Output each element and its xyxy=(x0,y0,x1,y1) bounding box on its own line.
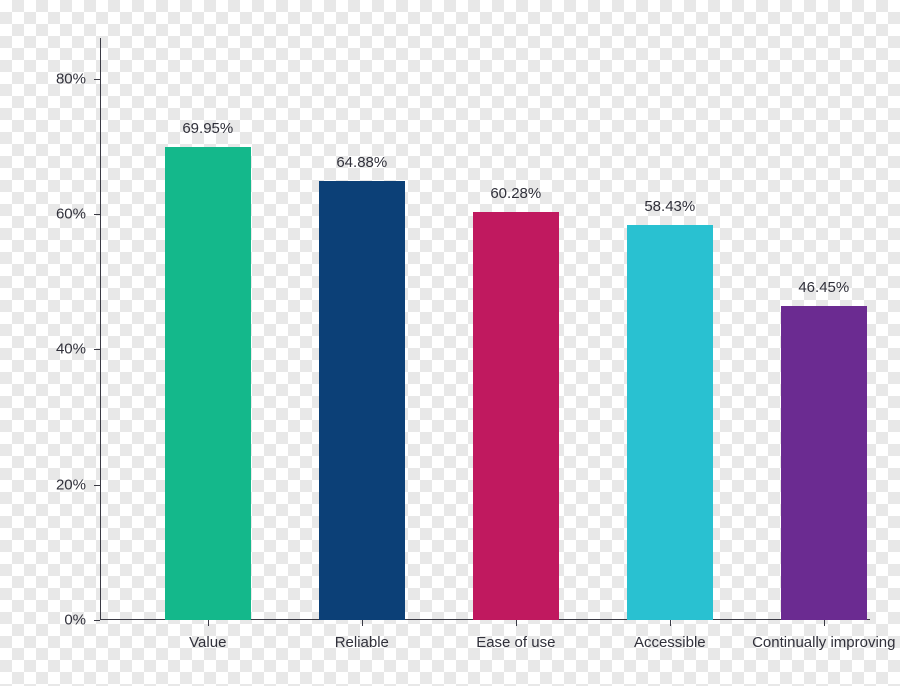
bar-value-label: 58.43% xyxy=(644,198,695,215)
x-tick-mark xyxy=(516,620,517,626)
bar-value-label: 60.28% xyxy=(490,185,541,202)
bar-value-label: 64.88% xyxy=(336,154,387,171)
y-tick-mark xyxy=(94,620,100,621)
x-tick-mark xyxy=(208,620,209,626)
plot-area: 0%20%40%60%80%69.95%Value64.88%Reliable6… xyxy=(100,38,870,620)
y-tick-label: 80% xyxy=(56,70,86,87)
x-tick-label: Continually improving xyxy=(752,634,895,651)
x-tick-label: Value xyxy=(189,634,226,651)
y-tick-label: 40% xyxy=(56,341,86,358)
y-tick-mark xyxy=(94,214,100,215)
bar: 46.45% xyxy=(781,306,867,620)
x-tick-label: Reliable xyxy=(335,634,389,651)
x-tick-label: Accessible xyxy=(634,634,706,651)
x-tick-label: Ease of use xyxy=(476,634,555,651)
y-tick-label: 20% xyxy=(56,476,86,493)
bar: 64.88% xyxy=(319,181,405,620)
bar: 60.28% xyxy=(473,212,559,620)
y-tick-mark xyxy=(94,485,100,486)
bar-chart: 0% 20% 40% 60% 80% 69.95% Value 64.88% Reliable 6… xyxy=(0,0,900,686)
x-tick-mark xyxy=(824,620,825,626)
y-tick-label: 60% xyxy=(56,205,86,222)
y-tick-mark xyxy=(94,79,100,80)
bar-value-label: 46.45% xyxy=(798,279,849,296)
x-tick-mark xyxy=(670,620,671,626)
x-tick-mark xyxy=(362,620,363,626)
y-axis-line xyxy=(100,38,101,620)
y-tick-mark xyxy=(94,349,100,350)
y-tick-label: 0% xyxy=(64,612,86,629)
bar-value-label: 69.95% xyxy=(182,120,233,137)
bar: 69.95% xyxy=(165,147,251,620)
bar: 58.43% xyxy=(627,225,713,620)
